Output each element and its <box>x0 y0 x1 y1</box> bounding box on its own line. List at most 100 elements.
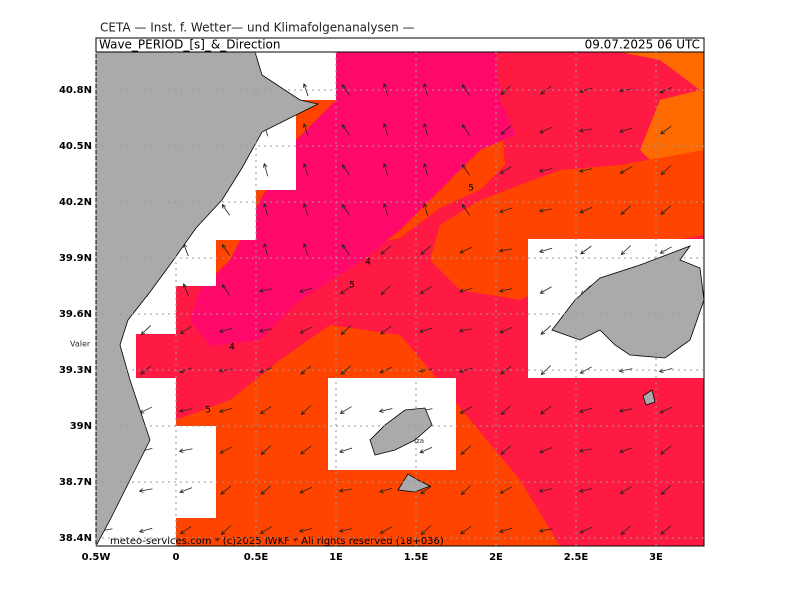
direction-arrow <box>378 408 393 413</box>
direction-arrow <box>538 168 553 173</box>
direction-arrow <box>420 245 432 255</box>
lat-tick-label: 39.3N <box>59 365 92 376</box>
direction-arrow <box>339 406 352 414</box>
direction-arrow <box>300 405 311 416</box>
island <box>551 245 704 359</box>
contour-label: 5 <box>205 406 211 416</box>
direction-arrow <box>540 325 552 335</box>
direction-arrow <box>218 327 233 333</box>
direction-arrow <box>579 366 592 374</box>
direction-arrow <box>660 445 672 455</box>
lat-tick-label: 38.4N <box>59 533 92 544</box>
direction-arrow <box>302 123 309 137</box>
direction-arrow <box>578 128 593 133</box>
direction-arrow <box>578 448 593 453</box>
direction-arrow <box>461 203 470 216</box>
lat-tick-label: 39N <box>70 421 92 432</box>
direction-arrow <box>460 445 472 455</box>
lat-tick-label: 40.2N <box>59 197 92 208</box>
direction-arrow <box>539 447 553 454</box>
direction-arrow <box>298 287 313 294</box>
direction-arrow <box>579 87 593 94</box>
direction-arrow <box>302 163 309 177</box>
direction-arrow <box>578 407 593 414</box>
direction-arrow <box>338 488 353 493</box>
direction-arrow <box>262 242 269 257</box>
direction-arrow <box>341 203 351 216</box>
direction-arrow <box>380 245 392 255</box>
direction-arrow <box>620 245 631 256</box>
lon-tick-label: 0 <box>173 552 180 563</box>
direction-arrow <box>422 122 429 137</box>
lat-tick-label: 38.7N <box>59 477 92 488</box>
direction-arrow <box>500 445 512 455</box>
direction-arrow <box>618 408 633 413</box>
island <box>397 473 431 493</box>
title: Wave_PERIOD_[s]_&_Direction <box>99 38 281 52</box>
direction-arrow <box>458 328 473 333</box>
direction-arrow <box>298 528 313 533</box>
contour-label: 5 <box>349 281 355 291</box>
direction-arrow <box>182 283 189 297</box>
direction-arrow <box>179 326 192 335</box>
direction-arrow <box>341 83 351 96</box>
direction-arrow <box>382 123 389 137</box>
direction-arrow <box>660 485 671 496</box>
direction-arrow <box>619 486 632 494</box>
direction-arrow <box>660 165 671 176</box>
direction-arrow <box>382 203 389 217</box>
direction-arrow <box>499 486 512 494</box>
direction-arrow <box>458 288 473 293</box>
direction-arrow <box>220 525 231 536</box>
direction-arrow <box>618 127 633 134</box>
period-zone <box>190 52 516 346</box>
direction-arrow <box>619 166 632 174</box>
direction-arrow <box>382 163 389 177</box>
direction-arrow <box>420 525 431 536</box>
direction-arrow <box>260 485 272 495</box>
direction-arrow <box>538 208 553 213</box>
institute: CETA — Inst. f. Wetter— und Klimafolgena… <box>100 21 415 35</box>
direction-arrow <box>499 327 513 334</box>
direction-arrow <box>419 447 433 454</box>
direction-arrow <box>461 163 470 176</box>
lon-tick-label: 2E <box>489 552 503 563</box>
lat-tick-label: 39.9N <box>59 253 92 264</box>
direction-arrow <box>538 247 553 254</box>
direction-arrow <box>340 325 351 336</box>
direction-arrow <box>302 203 309 217</box>
direction-arrow <box>660 125 672 135</box>
direction-arrow <box>138 527 153 534</box>
direction-arrow <box>220 485 232 495</box>
direction-arrow <box>538 488 553 493</box>
direction-arrow <box>299 486 313 494</box>
direction-arrow <box>380 325 392 335</box>
direction-arrow <box>579 207 593 214</box>
direction-arrow <box>218 407 233 414</box>
direction-arrow <box>219 446 232 454</box>
lat-tick-label: 40.8N <box>59 85 92 96</box>
place-label: Iza <box>414 437 424 445</box>
lon-tick-label: 1.5E <box>404 552 429 563</box>
direction-arrow <box>221 283 230 296</box>
direction-arrow <box>221 243 230 256</box>
direction-arrow <box>539 126 553 134</box>
period-zone <box>430 150 704 300</box>
direction-arrow <box>579 526 593 534</box>
direction-arrow <box>461 83 470 96</box>
direction-arrow <box>500 125 512 135</box>
direction-arrow <box>419 327 433 334</box>
direction-arrow <box>419 286 432 294</box>
direction-arrow <box>578 488 593 493</box>
direction-arrow <box>262 162 269 177</box>
direction-arrow <box>262 202 269 217</box>
direction-arrow <box>380 285 391 296</box>
lon-tick-label: 3E <box>649 552 663 563</box>
contour-label: 4 <box>229 343 235 353</box>
direction-arrow <box>259 405 272 415</box>
direction-arrow <box>499 166 512 174</box>
direction-arrow <box>459 246 473 254</box>
direction-arrow <box>498 527 513 534</box>
direction-arrow <box>341 163 351 176</box>
direction-arrow <box>178 448 193 453</box>
